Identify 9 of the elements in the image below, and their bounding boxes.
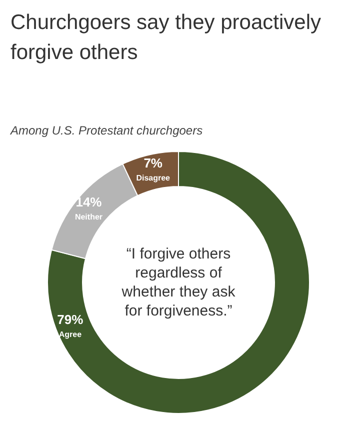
text: “I forgive others regardless of whether they ask for forgiveness.” [120,246,236,320]
data-label: 79% [57,312,84,327]
chart-subtitle: Among U.S. Protestant churchgoers [10,124,203,138]
slice-label: Agree [58,330,82,339]
data-label: 7% [144,155,163,170]
slice-label: Disagree [136,173,171,182]
data-label: 14% [76,194,102,210]
slice-label: Neither [74,212,103,222]
chart-title: Churchgoers say they proactively forgive others [10,11,322,64]
